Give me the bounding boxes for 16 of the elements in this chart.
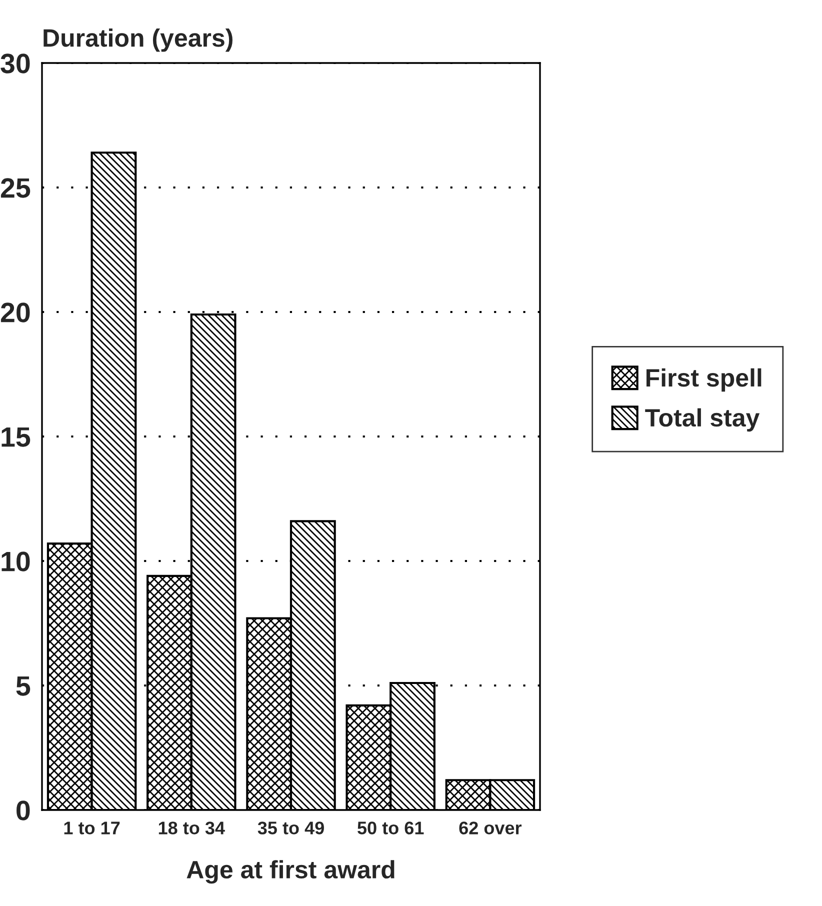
legend-label: First spell <box>646 368 762 392</box>
y-tick-label: 0 <box>16 800 30 820</box>
x-tick-label: 35 to 49 <box>258 822 324 834</box>
y-tick-label: 25 <box>0 178 30 198</box>
x-tick-label: 1 to 17 <box>64 822 120 834</box>
y-axis-title: Duration (years) <box>44 28 232 52</box>
y-tick-label: 15 <box>2 427 30 447</box>
x-axis-title: Age at first award <box>186 860 394 884</box>
y-tick-label: 30 <box>0 54 30 74</box>
legend-label: Total stay <box>645 408 760 432</box>
x-tick-label: 50 to 61 <box>358 822 424 834</box>
y-tick-label: 10 <box>2 552 30 572</box>
x-tick-label: 62 over <box>459 822 522 834</box>
y-tick-label: 20 <box>0 302 30 322</box>
y-tick-label: 5 <box>16 676 30 696</box>
x-tick-label: 18 to 34 <box>158 822 225 834</box>
